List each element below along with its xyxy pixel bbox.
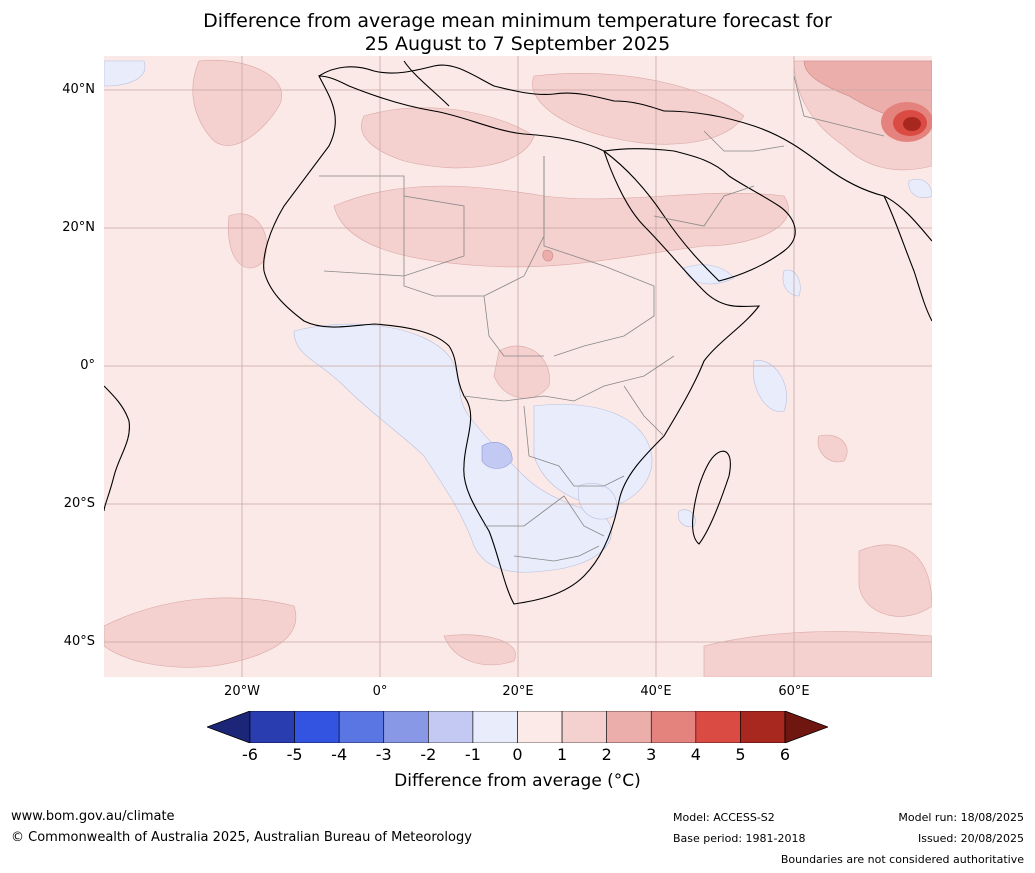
colorbar-tick-label: 3	[646, 745, 657, 764]
lat-label-20s: 20°S	[63, 496, 95, 511]
colorbar-tick-label: 0	[512, 745, 523, 764]
colorbar-tick-label: -1	[464, 745, 481, 764]
coastlines	[104, 60, 932, 605]
cool-anomaly-regions	[104, 60, 932, 573]
colorbar-segment	[695, 711, 741, 743]
issued-text: Issued: 20/08/2025	[917, 832, 1024, 845]
colorbar-segment	[383, 711, 429, 743]
colorbar-segment	[249, 711, 295, 743]
colorbar-segment	[294, 711, 340, 743]
base-period-text: Base period: 1981-2018	[673, 832, 806, 845]
lat-label-40s: 40°S	[63, 634, 95, 649]
lon-label-20e: 20°E	[502, 684, 534, 699]
colorbar-tick-label: -2	[420, 745, 437, 764]
title-line-1: Difference from average mean minimum tem…	[203, 10, 832, 32]
lat-label-20n: 20°N	[62, 220, 95, 235]
forecast-map	[104, 56, 932, 677]
model-run-text: Model run: 18/08/2025	[898, 811, 1024, 824]
hot-spot	[881, 102, 932, 142]
website-link[interactable]: www.bom.gov.au/climate	[11, 809, 175, 824]
lon-label-60e: 60°E	[778, 684, 810, 699]
lon-label-0: 0°	[372, 684, 388, 699]
colorbar-segment	[338, 711, 385, 743]
lat-label-40n: 40°N	[62, 82, 95, 97]
colorbar-label: Difference from average (°C)	[394, 771, 641, 791]
map-title: Difference from average mean minimum tem…	[0, 10, 1035, 56]
colorbar-segment	[650, 711, 697, 743]
colorbar-tick-label: 1	[556, 745, 568, 764]
colorbar-tick-label: 6	[779, 745, 791, 764]
colorbar-tick-label: 2	[601, 745, 612, 764]
colorbar-tick-label: 4	[690, 745, 701, 764]
disclaimer-text: Boundaries are not considered authoritat…	[780, 853, 1024, 866]
colorbar-segment	[517, 711, 563, 743]
warm-anomaly-regions	[104, 59, 932, 677]
colorbar-extend-low	[207, 711, 251, 743]
cooler-anomaly-regions	[481, 441, 513, 469]
graticule	[104, 56, 932, 677]
colorbar-tick-label: 5	[735, 745, 746, 764]
lon-label-20w: 20°W	[224, 684, 260, 699]
colorbar-segment	[561, 711, 607, 743]
title-line-2: 25 August to 7 September 2025	[364, 33, 671, 55]
lon-label-40e: 40°E	[640, 684, 672, 699]
colorbar-segment	[740, 711, 786, 743]
colorbar-tick-label: -3	[375, 745, 392, 764]
colorbar-tick-label: -5	[286, 745, 303, 764]
colorbar-segment	[428, 711, 474, 743]
country-borders	[319, 75, 885, 562]
colorbar-segment	[606, 711, 652, 743]
colorbar-tick-label: -6	[242, 745, 258, 764]
model-text: Model: ACCESS-S2	[673, 811, 775, 824]
colorbar-segment	[472, 711, 518, 743]
colorbar-tick-label: -4	[331, 745, 348, 764]
copyright-text: © Commonwealth of Australia 2025, Austra…	[11, 830, 472, 845]
colorbar	[207, 711, 828, 743]
lat-label-equator: 0°	[80, 358, 95, 373]
colorbar-extend-high	[784, 711, 828, 743]
